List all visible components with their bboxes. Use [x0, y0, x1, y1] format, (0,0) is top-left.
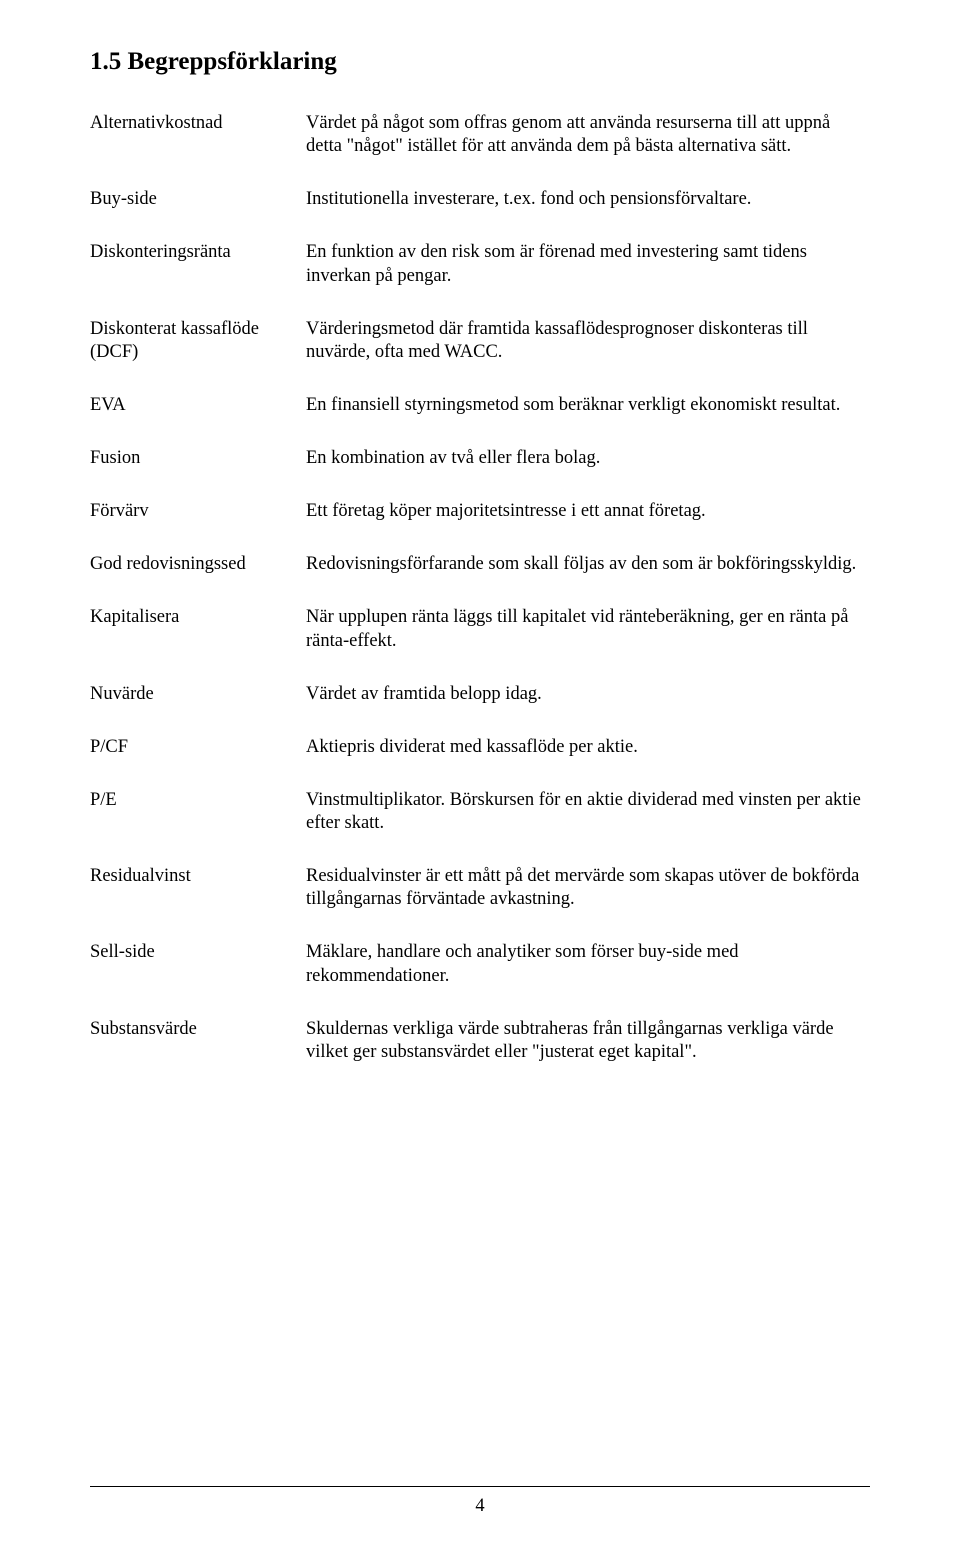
glossary-definition: Redovisningsförfarande som skall följas … [306, 553, 870, 576]
glossary-entry: FusionEn kombination av två eller flera … [90, 447, 870, 470]
glossary-term: Alternativkostnad [90, 112, 306, 135]
footer-rule [90, 1486, 870, 1487]
glossary-term: God redovisningssed [90, 553, 306, 576]
glossary-term: Fusion [90, 447, 306, 470]
glossary-definition: Aktiepris dividerat med kassaflöde per a… [306, 736, 870, 759]
glossary-term: Buy-side [90, 188, 306, 211]
glossary-entry: Buy-sideInstitutionella investerare, t.e… [90, 188, 870, 211]
glossary-definition: Ett företag köper majoritetsintresse i e… [306, 500, 870, 523]
glossary-term: Diskonterat kassaflöde (DCF) [90, 318, 306, 364]
section-heading: 1.5 Begreppsförklaring [90, 48, 870, 76]
glossary-entry: NuvärdeVärdet av framtida belopp idag. [90, 683, 870, 706]
glossary-definition: En funktion av den risk som är förenad m… [306, 241, 870, 287]
document-page: 1.5 Begreppsförklaring Alternativkostnad… [0, 0, 960, 1551]
glossary-term: Residualvinst [90, 865, 306, 888]
glossary-list: AlternativkostnadVärdet på något som off… [90, 112, 870, 1064]
glossary-definition: Institutionella investerare, t.ex. fond … [306, 188, 870, 211]
glossary-entry: FörvärvEtt företag köper majoritetsintre… [90, 500, 870, 523]
glossary-definition: Värdet på något som offras genom att anv… [306, 112, 870, 158]
glossary-definition: Värderingsmetod där framtida kassaflödes… [306, 318, 870, 364]
glossary-term: EVA [90, 394, 306, 417]
glossary-entry: Diskonterat kassaflöde (DCF)Värderingsme… [90, 318, 870, 364]
glossary-definition: En finansiell styrningsmetod som beräkna… [306, 394, 870, 417]
glossary-entry: SubstansvärdeSkuldernas verkliga värde s… [90, 1018, 870, 1064]
glossary-term: Sell-side [90, 941, 306, 964]
glossary-entry: Sell-sideMäklare, handlare och analytike… [90, 941, 870, 987]
glossary-entry: KapitaliseraNär upplupen ränta läggs til… [90, 606, 870, 652]
glossary-entry: P/CFAktiepris dividerat med kassaflöde p… [90, 736, 870, 759]
glossary-definition: Skuldernas verkliga värde subtraheras fr… [306, 1018, 870, 1064]
glossary-term: P/E [90, 789, 306, 812]
glossary-entry: DiskonteringsräntaEn funktion av den ris… [90, 241, 870, 287]
glossary-definition: Residualvinster är ett mått på det mervä… [306, 865, 870, 911]
glossary-entry: EVAEn finansiell styrningsmetod som berä… [90, 394, 870, 417]
glossary-definition: När upplupen ränta läggs till kapitalet … [306, 606, 870, 652]
glossary-entry: P/EVinstmultiplikator. Börskursen för en… [90, 789, 870, 835]
glossary-entry: ResidualvinstResidualvinster är ett mått… [90, 865, 870, 911]
glossary-definition: Mäklare, handlare och analytiker som för… [306, 941, 870, 987]
glossary-term: Diskonteringsränta [90, 241, 306, 264]
glossary-definition: Värdet av framtida belopp idag. [306, 683, 870, 706]
glossary-definition: Vinstmultiplikator. Börskursen för en ak… [306, 789, 870, 835]
glossary-term: Förvärv [90, 500, 306, 523]
glossary-term: P/CF [90, 736, 306, 759]
glossary-definition: En kombination av två eller flera bolag. [306, 447, 870, 470]
glossary-term: Nuvärde [90, 683, 306, 706]
glossary-entry: AlternativkostnadVärdet på något som off… [90, 112, 870, 158]
glossary-term: Kapitalisera [90, 606, 306, 629]
page-number: 4 [0, 1496, 960, 1517]
glossary-term: Substansvärde [90, 1018, 306, 1041]
glossary-entry: God redovisningssedRedovisningsförfarand… [90, 553, 870, 576]
